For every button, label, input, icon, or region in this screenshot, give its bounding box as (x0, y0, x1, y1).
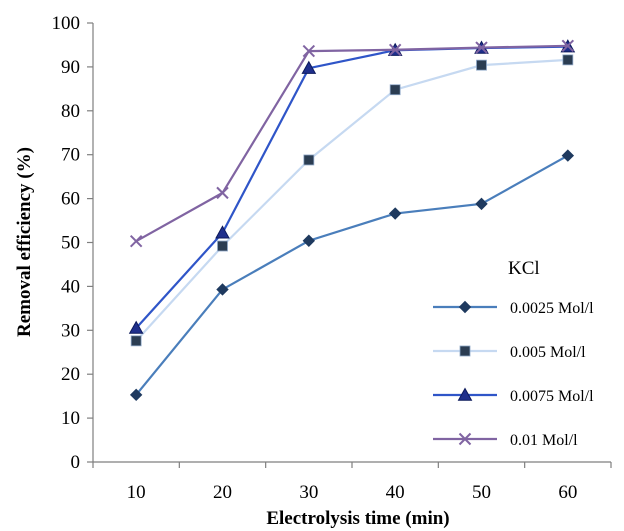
series-line (135, 45, 568, 329)
x-tick-label: 40 (386, 482, 405, 503)
legend-label: 0.005 Mol/l (510, 344, 586, 361)
data-point (562, 54, 574, 66)
y-tick-label: 30 (61, 320, 80, 341)
legend-marker (457, 387, 473, 401)
axes: 0 10 20 30 40 50 60 70 80 90 100 10 20 30 40 50 60 (52, 13, 612, 503)
data-point (389, 84, 401, 96)
data-point (475, 197, 488, 211)
data-point (561, 149, 575, 162)
x-tick-label: 10 (127, 482, 146, 503)
data-point (302, 234, 316, 247)
data-point (302, 44, 316, 58)
series-line (135, 44, 568, 243)
data-point (216, 283, 229, 296)
x-tick-label: 50 (472, 482, 491, 503)
x-tick-label: 30 (299, 482, 318, 503)
y-tick-label: 0 (71, 452, 81, 473)
legend-item: 0.005 Mol/l (433, 344, 586, 361)
series-line (135, 154, 569, 396)
plot-area (128, 39, 576, 402)
data-point (476, 59, 487, 71)
y-tick-label: 100 (52, 13, 81, 34)
data-point (561, 39, 575, 53)
legend: 0.0025 Mol/l 0.005 Mol/l 0.0075 Mol/l 0.01 … (433, 300, 594, 449)
data-point (388, 207, 402, 220)
legend-item: 0.0075 Mol/l (433, 387, 594, 405)
data-point (217, 240, 228, 252)
x-axis-title: Electrolysis time (min) (266, 508, 449, 529)
data-point (303, 154, 315, 166)
y-tick-label: 80 (61, 101, 80, 122)
data-point (129, 234, 143, 248)
data-point (128, 320, 144, 334)
y-tick-label: 60 (61, 189, 80, 210)
legend-title: KCl (508, 258, 540, 279)
y-tick-label: 70 (61, 145, 80, 166)
data-point (216, 186, 229, 200)
x-tick-label: 20 (213, 482, 232, 503)
legend-marker (459, 345, 471, 357)
legend-item: 0.01 Mol/l (433, 432, 578, 449)
legend-label: 0.01 Mol/l (510, 432, 578, 449)
legend-marker (458, 300, 472, 314)
legend-label: 0.0075 Mol/l (510, 388, 594, 405)
legend-label: 0.0025 Mol/l (510, 300, 594, 317)
y-tick-label: 40 (61, 276, 80, 297)
x-tick-label: 60 (558, 482, 577, 503)
data-point (215, 225, 230, 239)
y-axis-title: Removal efficiency (%) (14, 147, 35, 337)
legend-item: 0.0025 Mol/l (433, 300, 594, 317)
data-point (301, 60, 317, 74)
y-tick-label: 50 (61, 233, 80, 254)
series-line (135, 58, 568, 342)
data-point (475, 41, 488, 54)
data-point (130, 335, 142, 347)
y-tick-label: 10 (61, 408, 80, 429)
y-tick-label: 20 (61, 364, 80, 385)
data-point (129, 388, 143, 402)
data-point (388, 43, 402, 56)
y-tick-label: 90 (61, 57, 80, 78)
legend-marker (458, 432, 472, 446)
